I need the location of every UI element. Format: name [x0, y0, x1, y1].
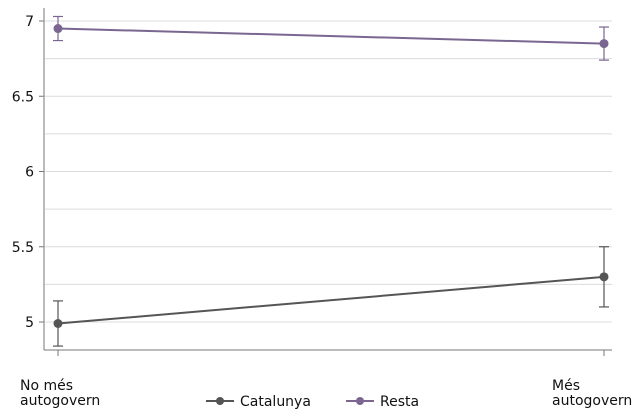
x-tick-label-line: Més: [552, 378, 580, 394]
series-line: [57, 27, 605, 45]
x-tick-label-line: autogovern: [20, 393, 100, 409]
legend-swatch-marker: [216, 397, 224, 405]
x-tick-label: Més autogovern: [552, 378, 632, 409]
y-tick-label: 5.5: [12, 240, 34, 256]
legend-label: Catalunya: [240, 394, 311, 410]
grid-lines: [45, 20, 612, 323]
data-point: [53, 319, 63, 329]
y-tick-label: 7: [25, 14, 34, 30]
x-tick-label: No més autogovern: [20, 378, 100, 409]
data-point: [53, 24, 63, 34]
series-lines: [53, 15, 609, 347]
y-tick-label: 5: [25, 315, 34, 331]
legend: Catalunya Resta: [206, 394, 419, 410]
x-tick-label-line: autogovern: [552, 393, 632, 409]
y-tick-label: 6: [25, 165, 34, 181]
data-point: [599, 39, 609, 49]
data-point: [599, 272, 609, 282]
legend-swatch-marker: [356, 397, 364, 405]
x-tick-label-line: No més: [20, 378, 73, 394]
series-line: [57, 275, 605, 325]
y-tick-label: 6.5: [12, 89, 34, 105]
axes: [39, 8, 612, 356]
legend-label: Resta: [380, 394, 419, 410]
